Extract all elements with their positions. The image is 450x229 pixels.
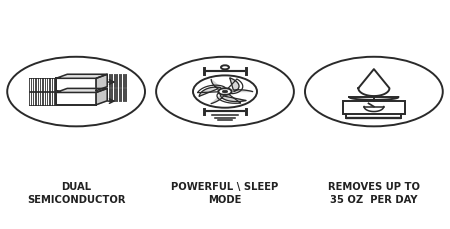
Polygon shape <box>56 75 107 79</box>
Polygon shape <box>96 89 107 105</box>
Polygon shape <box>230 79 252 92</box>
Polygon shape <box>217 92 241 104</box>
Polygon shape <box>350 98 398 101</box>
Text: DUAL
SEMICONDUCTOR: DUAL SEMICONDUCTOR <box>27 181 126 204</box>
Polygon shape <box>198 86 225 93</box>
Bar <box>343 101 405 114</box>
Circle shape <box>218 89 232 95</box>
Polygon shape <box>358 70 389 97</box>
Polygon shape <box>211 96 246 104</box>
Polygon shape <box>96 75 107 91</box>
Polygon shape <box>199 80 220 97</box>
Bar <box>56 79 96 91</box>
Circle shape <box>222 91 228 93</box>
Text: REMOVES UP TO
35 OZ  PER DAY: REMOVES UP TO 35 OZ PER DAY <box>328 181 420 204</box>
Bar <box>56 93 96 105</box>
Circle shape <box>221 66 229 70</box>
Text: POWERFUL \ SLEEP
MODE: POWERFUL \ SLEEP MODE <box>171 181 279 204</box>
Polygon shape <box>56 89 107 93</box>
Polygon shape <box>225 80 243 94</box>
